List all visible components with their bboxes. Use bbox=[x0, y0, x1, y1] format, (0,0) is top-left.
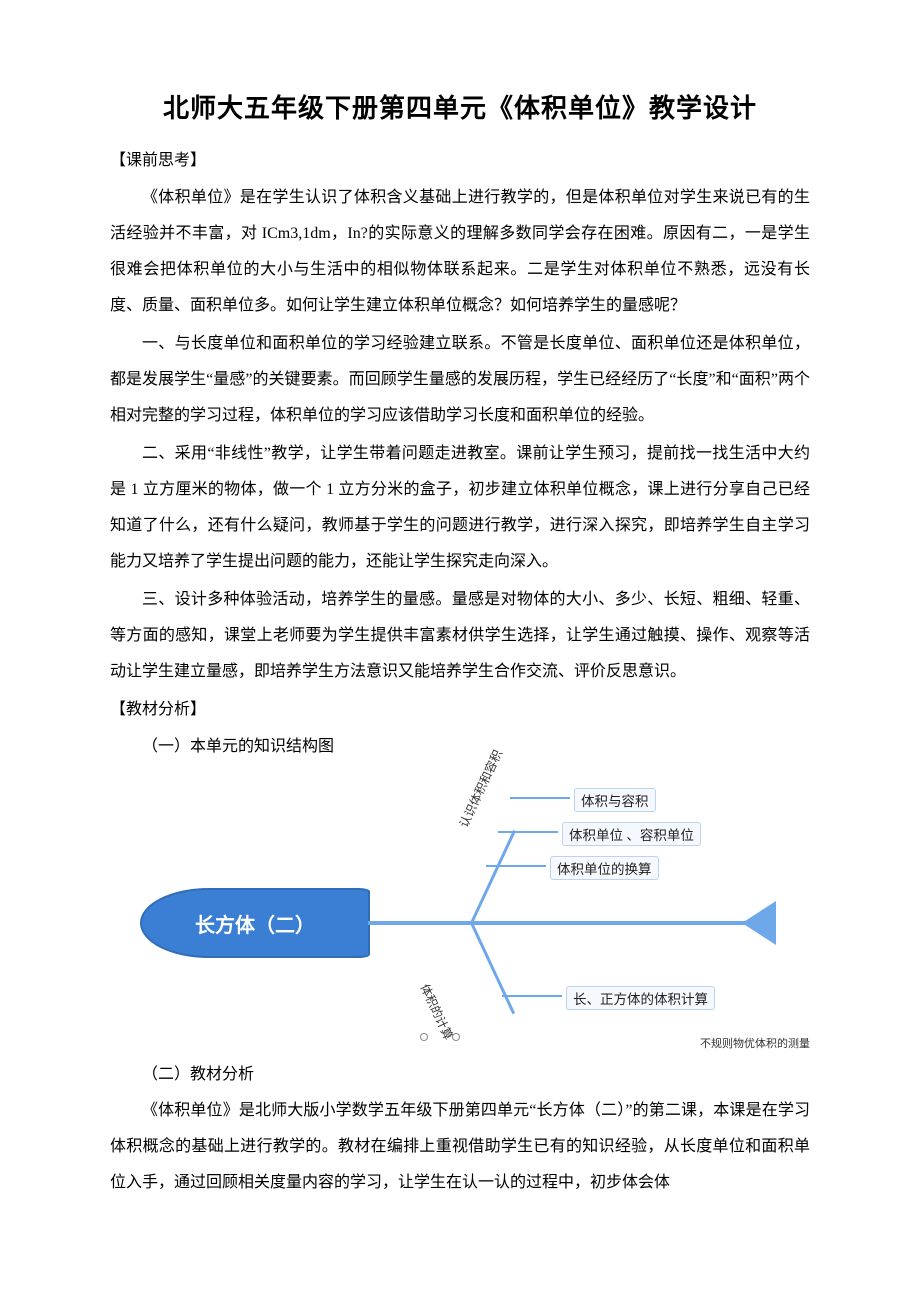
diagram-footnote: 不规则物优体积的测量 bbox=[700, 1035, 810, 1051]
fish-spine bbox=[368, 921, 748, 925]
hline-u2 bbox=[498, 831, 558, 833]
leaf-lower-1: 长、正方体的体积计算 bbox=[566, 986, 715, 1010]
bone-lower bbox=[470, 923, 515, 1015]
diagram-dot-1 bbox=[420, 1033, 428, 1041]
knowledge-structure-diagram: 长方体（二） 认识体积和容积 体积与容积 体积单位 、容积单位 体积单位的换算 … bbox=[110, 773, 810, 1053]
fish-head: 长方体（二） bbox=[140, 888, 370, 958]
analysis-p1: 《体积单位》是北师大版小学数学五年级下册第四单元“长方体（二）”的第二课，本课是… bbox=[110, 1093, 810, 1201]
hline-u3 bbox=[486, 865, 546, 867]
leaf-upper-1: 体积与容积 bbox=[574, 788, 656, 812]
hline-u1 bbox=[510, 797, 570, 799]
leaf-upper-2: 体积单位 、容积单位 bbox=[562, 822, 701, 846]
pre-think-p1: 《体积单位》是在学生认识了体积含义基础上进行教学的，但是体积单位对学生来说已有的… bbox=[110, 180, 810, 324]
pre-think-p3: 二、采用“非线性”教学，让学生带着问题走进教室。课前让学生预习，提前找一找生活中… bbox=[110, 436, 810, 580]
pre-think-p2: 一、与长度单位和面积单位的学习经验建立联系。不管是长度单位、面积单位还是体积单位… bbox=[110, 326, 810, 434]
page-title: 北师大五年级下册第四单元《体积单位》教学设计 bbox=[110, 88, 810, 125]
hline-l1 bbox=[502, 995, 562, 997]
fish-tail bbox=[742, 901, 776, 945]
bone-upper bbox=[470, 830, 516, 924]
diagram-dot-2 bbox=[452, 1033, 460, 1041]
pre-think-p4: 三、设计多种体验活动，培养学生的量感。量感是对物体的大小、多少、长短、粗细、轻重… bbox=[110, 582, 810, 690]
leaf-upper-3: 体积单位的换算 bbox=[550, 856, 659, 880]
fish-head-label: 长方体（二） bbox=[195, 909, 315, 938]
section-textbook-label: 【教材分析】 bbox=[110, 692, 810, 727]
subsection-1: （一）本单元的知识结构图 bbox=[110, 729, 810, 765]
subsection-2: （二）教材分析 bbox=[110, 1057, 810, 1093]
section-pre-think-label: 【课前思考】 bbox=[110, 143, 810, 178]
